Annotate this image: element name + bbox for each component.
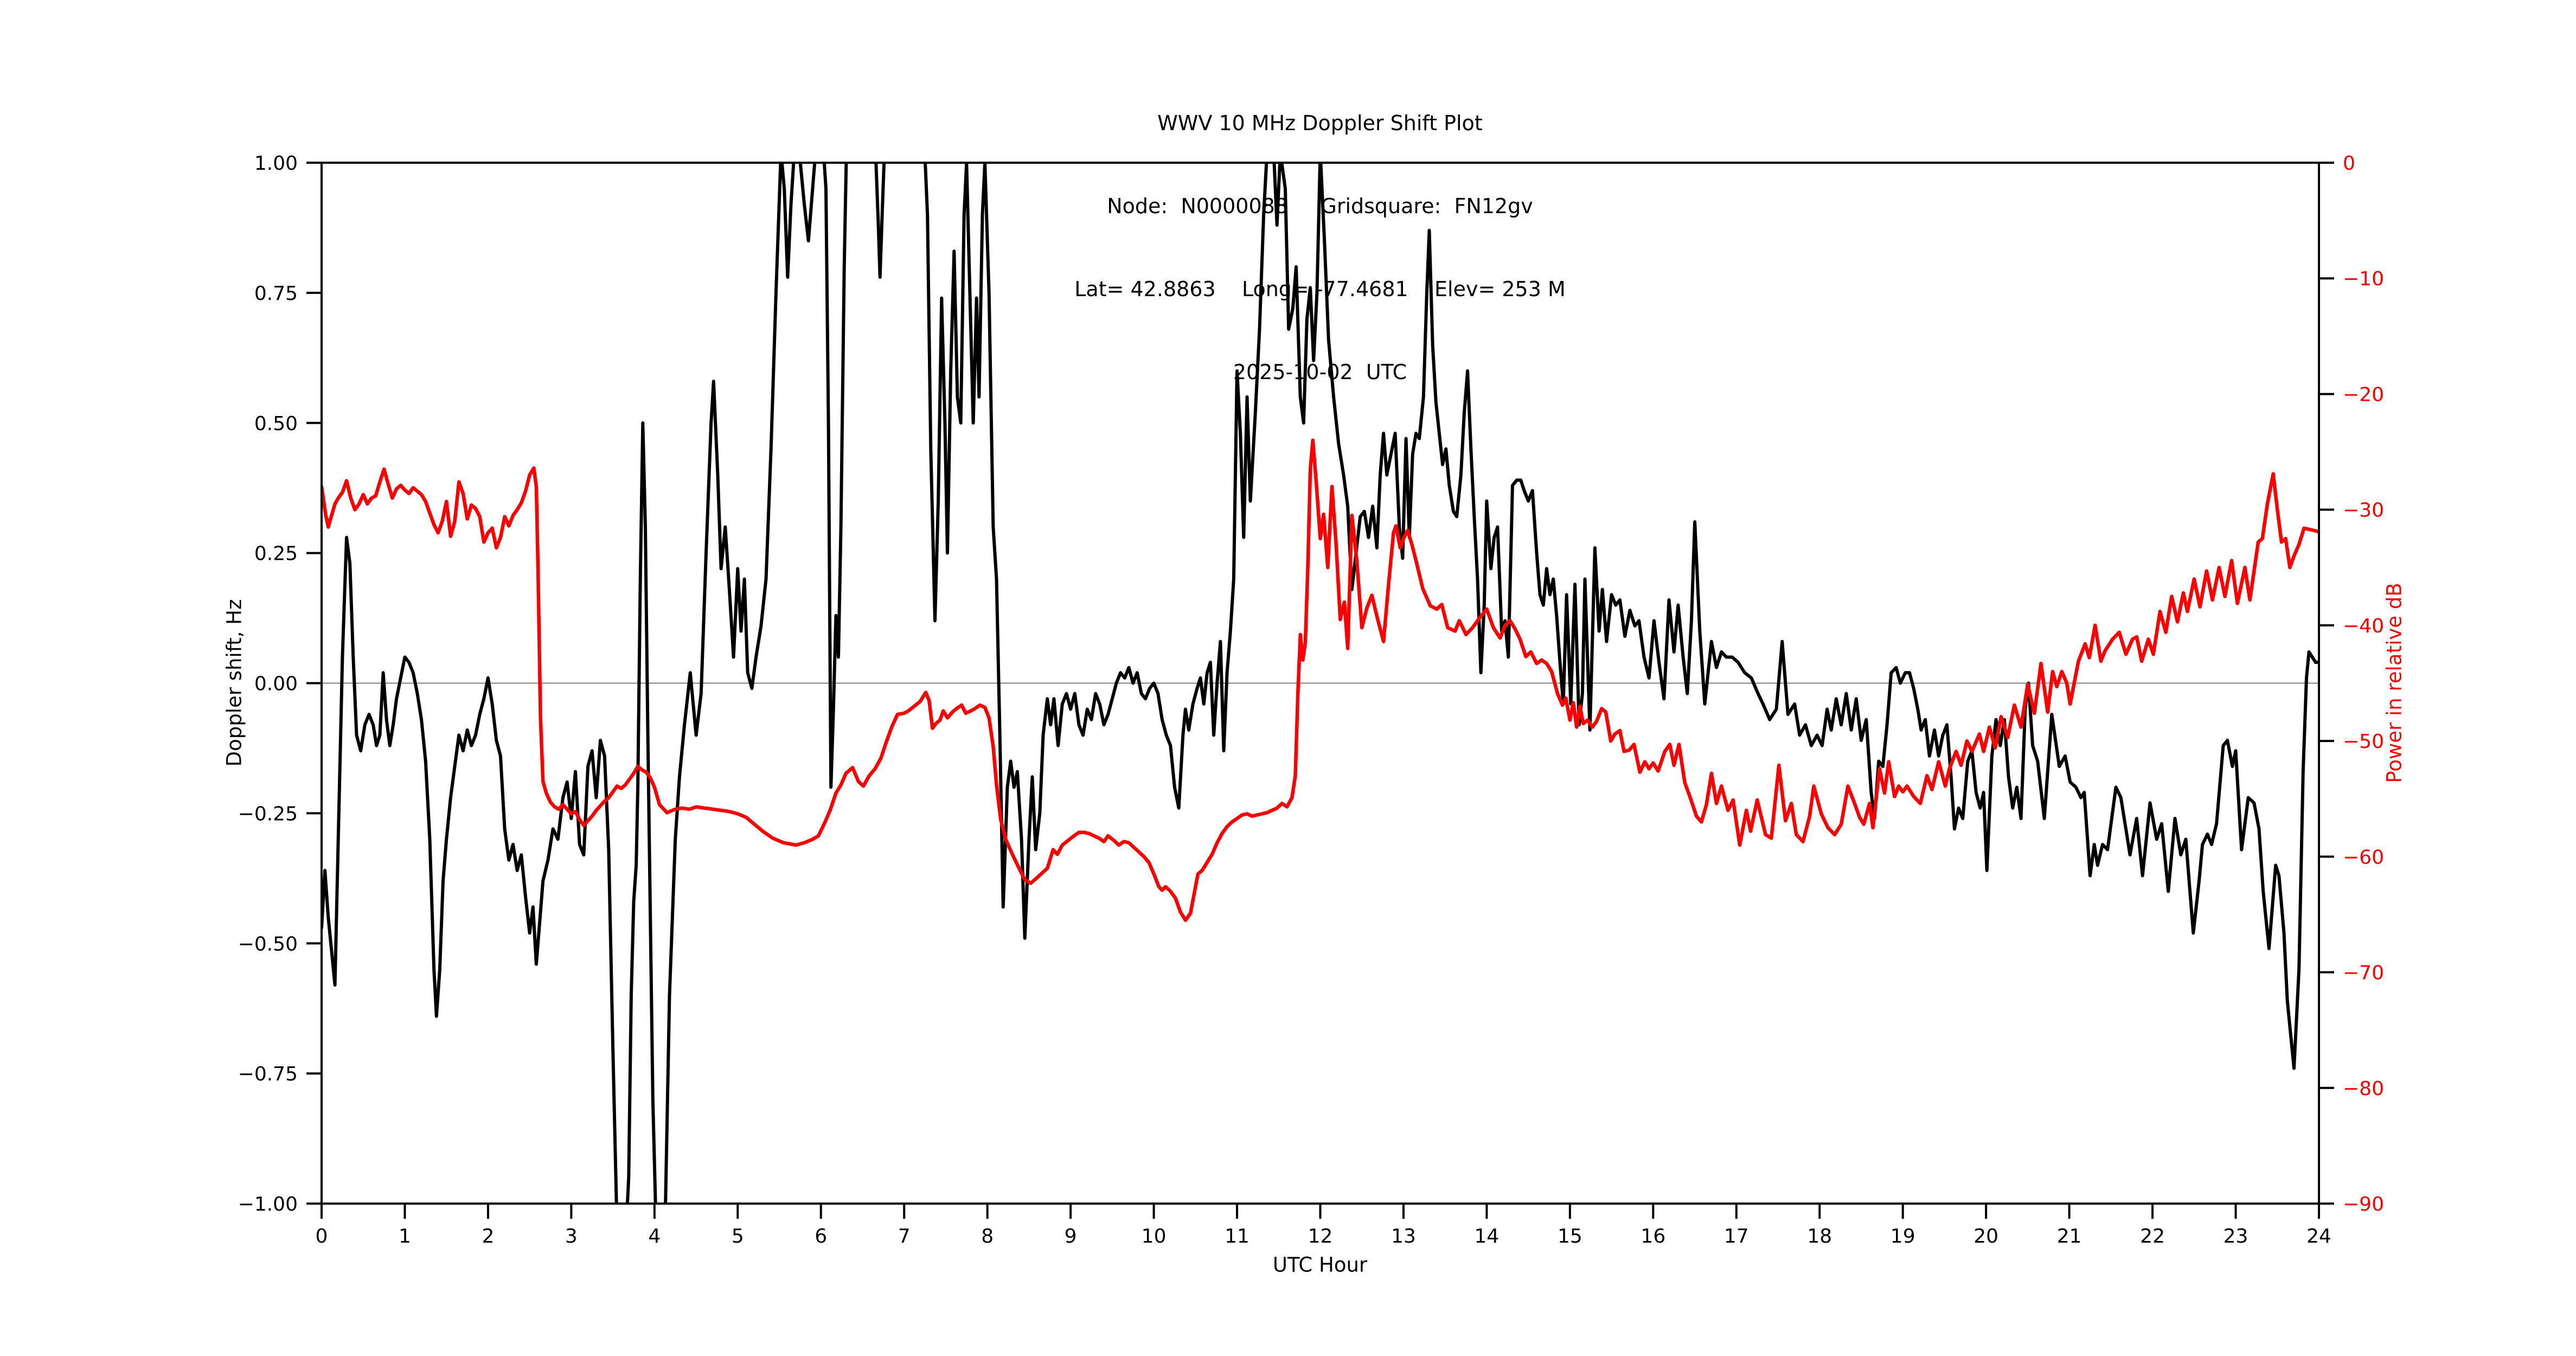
x-tick-label: 22 bbox=[2140, 1225, 2165, 1248]
y-left-tick-label: −0.50 bbox=[238, 933, 298, 955]
x-tick-label: 21 bbox=[2057, 1225, 2082, 1248]
x-tick-label: 0 bbox=[316, 1225, 328, 1248]
x-tick-label: 4 bbox=[648, 1225, 661, 1248]
x-tick-label: 11 bbox=[1225, 1225, 1249, 1248]
y-right-tick-label: −60 bbox=[2343, 846, 2384, 868]
x-tick-label: 18 bbox=[1807, 1225, 1832, 1248]
y-right-tick-label: −80 bbox=[2343, 1078, 2384, 1100]
x-tick-label: 2 bbox=[482, 1225, 494, 1248]
plot-subtitle-date: 2025-10-02 UTC bbox=[1233, 360, 1407, 384]
x-tick-label: 14 bbox=[1475, 1225, 1500, 1248]
plot-title-block: WWV 10 MHz Doppler Shift Plot Node: N000… bbox=[1074, 54, 1566, 442]
plot-subtitle-location: Lat= 42.8863 Long= -77.4681 Elev= 253 M bbox=[1074, 277, 1566, 301]
x-tick-label: 9 bbox=[1065, 1225, 1077, 1248]
y-axis-label-left: Doppler shift, Hz bbox=[222, 599, 246, 767]
x-tick-label: 6 bbox=[815, 1225, 827, 1248]
y-left-tick-label: 0.50 bbox=[254, 413, 298, 435]
plot-subtitle-node: Node: N0000088 Gridsquare: FN12gv bbox=[1107, 194, 1533, 218]
y-right-tick-label: −40 bbox=[2343, 615, 2384, 637]
x-tick-label: 17 bbox=[1724, 1225, 1749, 1248]
x-tick-label: 7 bbox=[898, 1225, 911, 1248]
y-left-tick-label: 0.75 bbox=[254, 283, 298, 305]
x-tick-label: 5 bbox=[732, 1225, 744, 1248]
x-tick-label: 23 bbox=[2223, 1225, 2248, 1248]
y-right-tick-label: −50 bbox=[2343, 731, 2384, 753]
y-axis-label-right: Power in relative dB bbox=[2382, 583, 2406, 783]
y-left-tick-label: 0.00 bbox=[254, 673, 298, 695]
y-right-tick-label: −30 bbox=[2343, 500, 2384, 522]
y-left-tick-label: −0.75 bbox=[238, 1063, 298, 1085]
y-right-tick-label: −90 bbox=[2343, 1193, 2384, 1216]
x-axis-label: UTC Hour bbox=[1272, 1253, 1368, 1277]
y-left-tick-label: 0.25 bbox=[254, 543, 298, 565]
x-tick-label: 3 bbox=[565, 1225, 578, 1248]
y-right-tick-label: 0 bbox=[2343, 152, 2355, 175]
x-tick-label: 24 bbox=[2306, 1225, 2331, 1248]
x-tick-label: 19 bbox=[1891, 1225, 1915, 1248]
x-tick-label: 13 bbox=[1391, 1225, 1416, 1248]
y-right-tick-label: −10 bbox=[2343, 268, 2384, 290]
x-tick-label: 20 bbox=[1973, 1225, 1998, 1248]
y-right-tick-label: −70 bbox=[2343, 962, 2384, 984]
x-tick-label: 1 bbox=[399, 1225, 411, 1248]
y-right-tick-label: −20 bbox=[2343, 383, 2384, 406]
x-tick-label: 12 bbox=[1308, 1225, 1333, 1248]
x-tick-label: 8 bbox=[981, 1225, 994, 1248]
x-tick-label: 15 bbox=[1558, 1225, 1582, 1248]
x-tick-label: 16 bbox=[1641, 1225, 1665, 1248]
y-left-tick-label: −1.00 bbox=[238, 1193, 298, 1216]
y-left-tick-label: 1.00 bbox=[254, 152, 298, 175]
plot-title: WWV 10 MHz Doppler Shift Plot bbox=[1157, 111, 1483, 135]
y-left-tick-label: −0.25 bbox=[238, 803, 298, 825]
power-curve bbox=[322, 438, 2319, 922]
doppler-curve bbox=[322, 163, 2319, 1204]
x-tick-label: 10 bbox=[1142, 1225, 1167, 1248]
